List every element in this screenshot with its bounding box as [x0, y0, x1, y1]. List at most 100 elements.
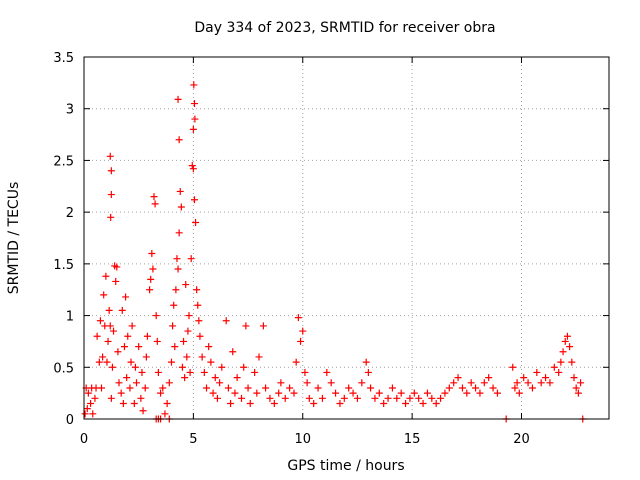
data-point	[149, 265, 157, 273]
data-point	[150, 193, 158, 201]
data-point	[550, 363, 558, 371]
data-point	[147, 275, 155, 283]
data-point	[577, 379, 585, 387]
data-point	[437, 394, 445, 402]
data-point	[546, 379, 554, 387]
data-point	[103, 358, 111, 366]
plot-frame	[83, 56, 610, 420]
data-point	[362, 358, 370, 366]
data-point	[195, 317, 203, 325]
y-tick-label: 0.5	[53, 361, 74, 376]
data-point	[513, 379, 521, 387]
data-point	[100, 291, 108, 299]
data-point	[141, 384, 149, 392]
data-point	[281, 394, 289, 402]
data-point	[182, 281, 190, 289]
x-tick-label: 10	[294, 432, 311, 447]
data-point	[240, 363, 248, 371]
data-point	[493, 389, 501, 397]
data-point	[542, 374, 550, 382]
data-point	[196, 332, 204, 340]
data-point	[255, 353, 263, 361]
data-point	[570, 374, 578, 382]
data-point	[371, 394, 379, 402]
data-point	[216, 379, 224, 387]
data-point	[180, 337, 188, 345]
data-point	[463, 389, 471, 397]
grid	[84, 57, 609, 419]
data-point	[178, 363, 186, 371]
data-point	[251, 368, 259, 376]
data-point	[163, 399, 171, 407]
data-point	[117, 389, 125, 397]
data-point	[135, 343, 143, 351]
data-point	[244, 384, 252, 392]
data-point	[169, 322, 177, 330]
data-point	[259, 322, 267, 330]
data-point	[524, 379, 532, 387]
data-point	[161, 410, 169, 418]
data-point	[367, 384, 375, 392]
data-point	[318, 394, 326, 402]
data-point	[194, 301, 202, 309]
data-point	[95, 358, 103, 366]
data-point	[87, 399, 95, 407]
y-tick-label: 3.5	[53, 51, 74, 66]
data-point	[98, 384, 105, 392]
data-point	[242, 322, 250, 330]
axis-ticks: 0 5 10 15 20 0 0.5 1 1.5 2 2.5 3 3.5	[53, 51, 609, 447]
data-point	[537, 379, 545, 387]
data-point	[568, 358, 576, 366]
data-point	[104, 337, 112, 345]
data-point	[345, 384, 353, 392]
data-point	[99, 353, 107, 361]
data-point	[157, 389, 165, 397]
data-point	[476, 389, 484, 397]
data-point	[198, 353, 206, 361]
data-point	[146, 286, 154, 294]
data-point	[84, 389, 92, 397]
data-point	[301, 368, 309, 376]
data-point	[122, 293, 130, 301]
data-point	[294, 314, 302, 322]
data-point	[555, 368, 563, 376]
y-tick-label: 2	[66, 206, 74, 221]
data-point	[171, 343, 179, 351]
data-point	[96, 317, 104, 325]
data-point	[364, 368, 372, 376]
data-point	[515, 389, 523, 397]
data-point	[533, 368, 541, 376]
data-point	[238, 394, 245, 402]
data-point	[123, 374, 131, 382]
data-point	[224, 384, 232, 392]
y-tick-label: 1.5	[53, 258, 74, 273]
data-point	[489, 384, 497, 392]
data-point	[112, 277, 120, 285]
data-point	[102, 272, 110, 280]
data-point	[177, 203, 185, 211]
data-point	[192, 218, 200, 226]
data-point	[127, 358, 135, 366]
data-point	[419, 399, 427, 407]
y-tick-label: 3	[66, 103, 74, 118]
data-point	[428, 394, 436, 402]
data-point	[93, 332, 101, 340]
data-point	[388, 384, 396, 392]
data-point	[467, 379, 475, 387]
data-point	[332, 389, 340, 397]
data-point	[528, 384, 536, 392]
data-point	[209, 389, 217, 397]
data-point	[89, 410, 97, 418]
data-point	[119, 399, 127, 407]
data-point	[393, 394, 401, 402]
data-point	[170, 301, 178, 309]
data-point	[142, 353, 150, 361]
data-point	[143, 332, 151, 340]
y-axis-label: SRMTID / TECUs	[6, 182, 22, 295]
data-point	[563, 332, 571, 340]
data-point	[397, 389, 405, 397]
data-point	[131, 363, 139, 371]
data-point	[349, 389, 357, 397]
data-point	[188, 162, 196, 170]
